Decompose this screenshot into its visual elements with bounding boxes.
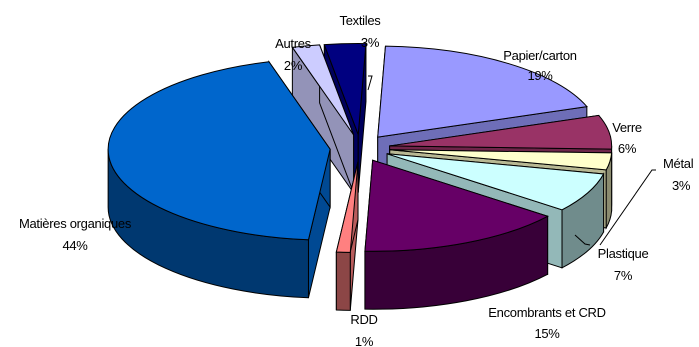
- label-textiles-value: 3%: [361, 35, 380, 50]
- pie-slice: [291, 44, 355, 195]
- pie-slice-top: [377, 45, 588, 138]
- label-papier-value: 19%: [527, 68, 553, 83]
- label-autres-name: Autres: [275, 36, 312, 51]
- pie-slice-top: [107, 61, 331, 241]
- label-textiles-name: Textiles: [340, 13, 382, 28]
- label-plastique-value: 7%: [614, 268, 633, 283]
- label-line-plastique: [574, 234, 591, 246]
- pie-slice-top: [389, 149, 613, 171]
- pie-slice-top: [389, 114, 613, 150]
- pie-slice-top: [335, 161, 359, 253]
- label-lines: [367, 75, 656, 246]
- label-verre-name: Verre: [612, 120, 642, 135]
- label-organiques-value: 44%: [62, 238, 88, 253]
- label-plastique-name: Plastique: [598, 246, 649, 261]
- pie-slice-top: [323, 43, 367, 135]
- label-organiques-name: Matières organiques: [19, 216, 132, 231]
- slice-labels: Papier/carton 19% Verre 6% Métal 3% Plas…: [19, 13, 694, 347]
- label-papier-name: Papier/carton: [503, 48, 576, 63]
- label-rdd-value: 1%: [355, 334, 374, 347]
- pie-slice: [364, 159, 549, 310]
- label-metal-name: Métal: [663, 156, 694, 171]
- label-encombrants-name: Encombrants et CRD: [488, 305, 605, 320]
- pie-slice: [107, 60, 331, 299]
- label-verre-value: 6%: [618, 141, 637, 156]
- label-metal-value: 3%: [672, 178, 691, 193]
- pie-slice-top: [364, 159, 549, 252]
- pie-slice-top: [291, 44, 355, 136]
- label-encombrants-value: 15%: [534, 326, 560, 341]
- pie-slice: [335, 161, 359, 311]
- pie-slices: [107, 43, 613, 311]
- pie-slice-top: [386, 153, 605, 211]
- label-rdd-name: RDD: [350, 312, 377, 327]
- pie-slice-rim: [335, 251, 351, 311]
- label-line-textiles: [367, 75, 373, 91]
- label-line-metal: [599, 169, 656, 246]
- label-autres-value: 2%: [284, 58, 303, 73]
